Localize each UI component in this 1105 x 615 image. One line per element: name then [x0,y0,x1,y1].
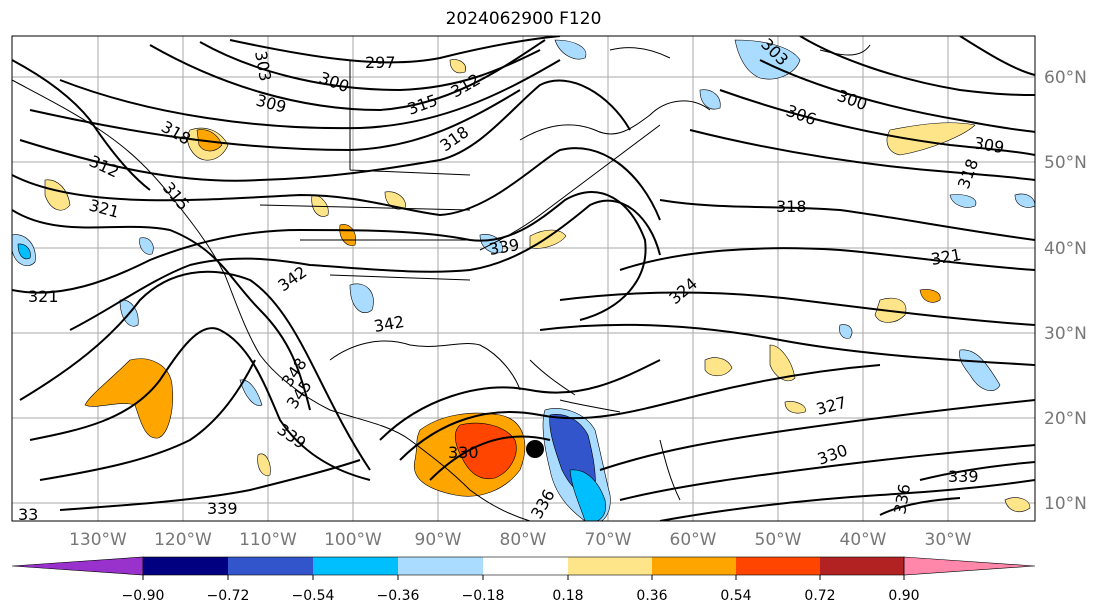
contour-label: 339 [948,467,979,486]
lon-labels: 130°W 120°W 110°W 100°W 90°W 80°W 70°W 6… [69,530,972,550]
lat-label-20n: 20°N [1044,409,1087,429]
lon-label-40w: 40°W [840,530,887,550]
colorbar-tick: −0.72 [207,588,250,604]
graticule [12,36,1035,521]
contour-label: 321 [28,287,59,306]
contour-label: 339 [207,499,238,518]
colorbar-segment [652,557,736,575]
colorbar-segment [313,557,398,575]
lon-label-70w: 70°W [585,530,632,550]
contour-label: 33 [18,505,38,524]
lat-label-10n: 10°N [1044,494,1087,514]
colorbar-tick: −0.36 [377,588,420,604]
colorbar-tick: −0.18 [462,588,505,604]
storm-center-marker [526,440,544,458]
colorbar-segment [568,557,652,575]
lon-label-80w: 80°W [500,530,547,550]
colorbar-tick: −0.54 [292,588,335,604]
lon-label-60w: 60°W [670,530,717,550]
colorbar-tick: 0.72 [804,588,835,604]
shading-negative [12,39,1035,521]
lat-label-40n: 40°N [1044,239,1087,259]
colorbar-extend-max [903,556,1036,576]
lon-label-100w: 100°W [324,530,382,550]
lon-label-30w: 30°W [925,530,972,550]
contour-lines [12,36,1035,521]
map-title: 2024062900 F120 [445,9,602,29]
colorbar-segment [736,557,820,575]
lon-label-130w: 130°W [69,530,127,550]
lat-label-60n: 60°N [1044,68,1087,88]
map-frame [11,35,1036,522]
colorbar-tick: −0.90 [122,588,165,604]
contour-label: 330 [448,443,479,462]
colorbar-segment [228,557,313,575]
contour-label: 297 [365,53,396,72]
colorbar-segment [483,557,568,575]
lat-label-30n: 30°N [1044,324,1087,344]
lon-label-110w: 110°W [239,530,297,550]
colorbar-extend-min [11,556,144,576]
colorbar-tick: 0.90 [888,588,919,604]
colorbar: −0.90 −0.72 −0.54 −0.36 −0.18 0.18 0.36 … [11,556,1036,604]
coastlines [12,44,871,521]
colorbar-segment [143,557,228,575]
colorbar-tick: 0.18 [552,588,583,604]
colorbar-tick: 0.54 [720,588,751,604]
contour-label: 318 [776,197,807,216]
colorbar-segment [820,557,904,575]
lon-label-50w: 50°W [755,530,802,550]
colorbar-tick: 0.36 [636,588,667,604]
lon-label-90w: 90°W [415,530,462,550]
lat-label-50n: 50°N [1044,153,1087,173]
colorbar-segment [398,557,483,575]
lat-labels: 60°N 50°N 40°N 30°N 20°N 10°N [1044,68,1087,514]
lon-label-120w: 120°W [154,530,212,550]
